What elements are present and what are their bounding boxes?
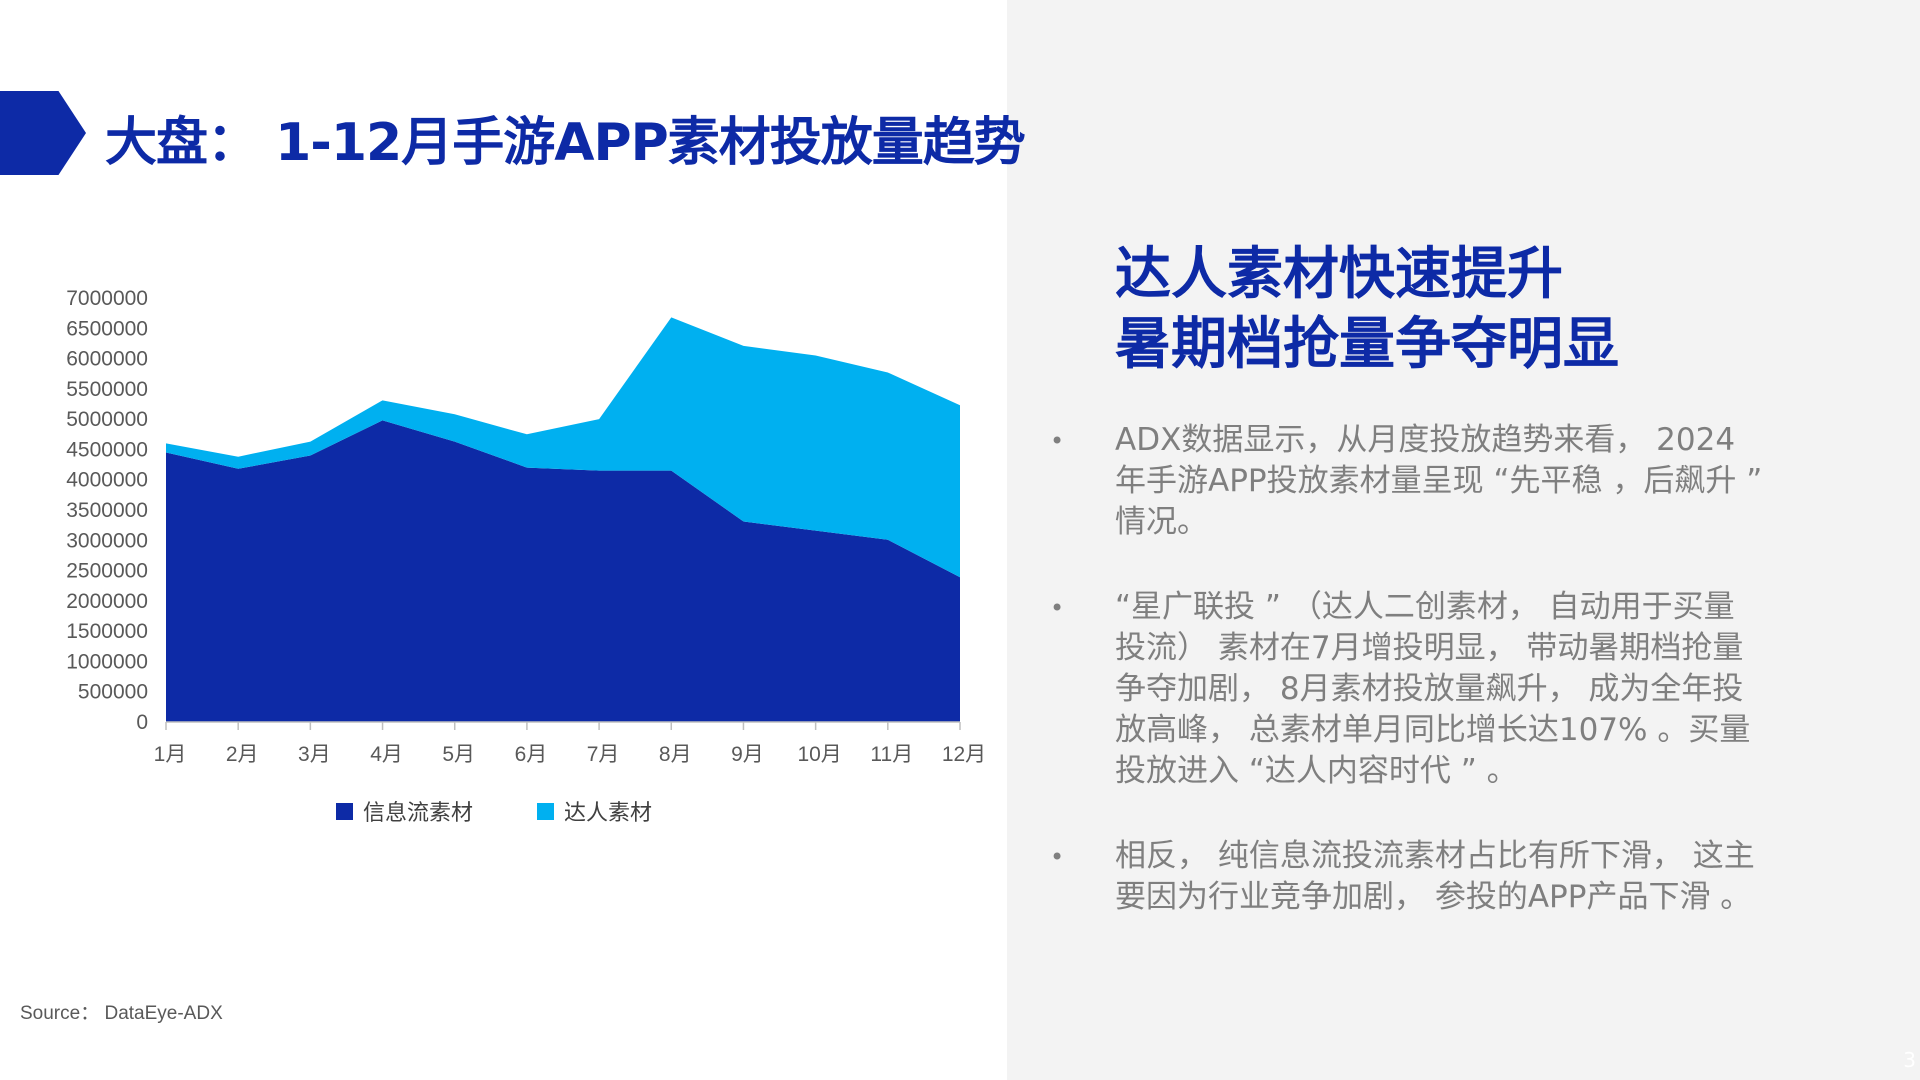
y-tick-label: 500000 [78,681,148,704]
y-tick-label: 6500000 [66,317,148,340]
headline-line-2: 暑期档抢量争夺明显 [1115,312,1619,377]
bullet-list: • ADX数据显示，从月度投放趋势来看， 2024 年手游APP投放素材量呈现 … [1050,420,1840,962]
y-tick-label: 5000000 [66,408,148,431]
plot-area [166,317,960,722]
y-tick-label: 7000000 [66,287,148,310]
title-tab-marker [0,91,86,175]
area-series-1 [166,420,960,722]
y-tick-label: 4000000 [66,469,148,492]
x-axis: 1月 2月 3月 4月 5月 6月 7月 8月 9月 10月 11月 12月 [154,721,986,766]
y-axis: 0 500000 1000000 1500000 2000000 2500000 30000… [66,287,148,734]
page-title: 大盘： 1-12月手游APP素材投放量趋势 [105,113,1026,173]
bullet-dot: • [1050,427,1065,455]
area-series-2 [166,317,960,578]
x-tick-label: 12月 [942,743,986,766]
bullet-item: • ADX数据显示，从月度投放趋势来看， 2024 年手游APP投放素材量呈现 … [1050,420,1840,543]
bullet-dot: • [1050,843,1065,871]
y-tick-label: 1000000 [66,650,148,673]
x-tick-label: 6月 [515,743,548,766]
y-tick-label: 0 [136,711,148,734]
x-tick-label: 11月 [870,743,913,766]
bullet-text-2: “星广联投 ” （达人二创素材， 自动用于买量 投流） 素材在7月增投明显， 带… [1115,589,1751,789]
y-tick-label: 2500000 [66,560,148,583]
x-tick-label: 3月 [298,743,331,766]
legend-label: 信息流素材 [363,801,473,826]
x-tick-label: 4月 [370,743,403,766]
y-tick-label: 2000000 [66,590,148,613]
bullet-text-3: 相反， 纯信息流投流素材占比有所下滑， 这主 要因为行业竞争加剧， 参投的APP… [1115,838,1755,915]
x-tick-label: 2月 [226,743,259,766]
headline: 达人素材快速提升 暑期档抢量争夺明显 [1115,240,1619,380]
x-tick-label: 9月 [731,743,764,766]
y-tick-label: 1500000 [66,620,148,643]
y-tick-label: 6000000 [66,348,148,371]
x-tick-label: 10月 [797,743,841,766]
legend-swatch [537,803,554,820]
x-tick-label: 8月 [659,743,692,766]
y-tick-label: 3000000 [66,529,148,552]
x-tick-label: 5月 [442,743,475,766]
bullet-text-1: ADX数据显示，从月度投放趋势来看， 2024 年手游APP投放素材量呈现 “先… [1115,422,1763,540]
x-tick-label: 7月 [587,743,620,766]
right-panel [1007,0,1920,1080]
x-tick-label: 1月 [154,743,187,766]
page-number: 3 [1903,1048,1916,1072]
legend-swatch [336,803,353,820]
legend-label: 达人素材 [564,801,652,826]
y-tick-label: 5500000 [66,378,148,401]
bullet-item: • “星广联投 ” （达人二创素材， 自动用于买量 投流） 素材在7月增投明显，… [1050,587,1840,792]
y-tick-label: 4500000 [66,438,148,461]
bullet-item: • 相反， 纯信息流投流素材占比有所下滑， 这主 要因为行业竞争加剧， 参投的A… [1050,836,1840,918]
source-note: Source： DataEye-ADX [20,1003,223,1024]
area-chart: 0 500000 1000000 1500000 2000000 2500000 30000… [66,287,986,826]
headline-line-1: 达人素材快速提升 [1115,242,1563,307]
y-tick-label: 3500000 [66,499,148,522]
legend: 信息流素材 达人素材 [336,801,652,826]
bullet-dot: • [1050,594,1065,622]
